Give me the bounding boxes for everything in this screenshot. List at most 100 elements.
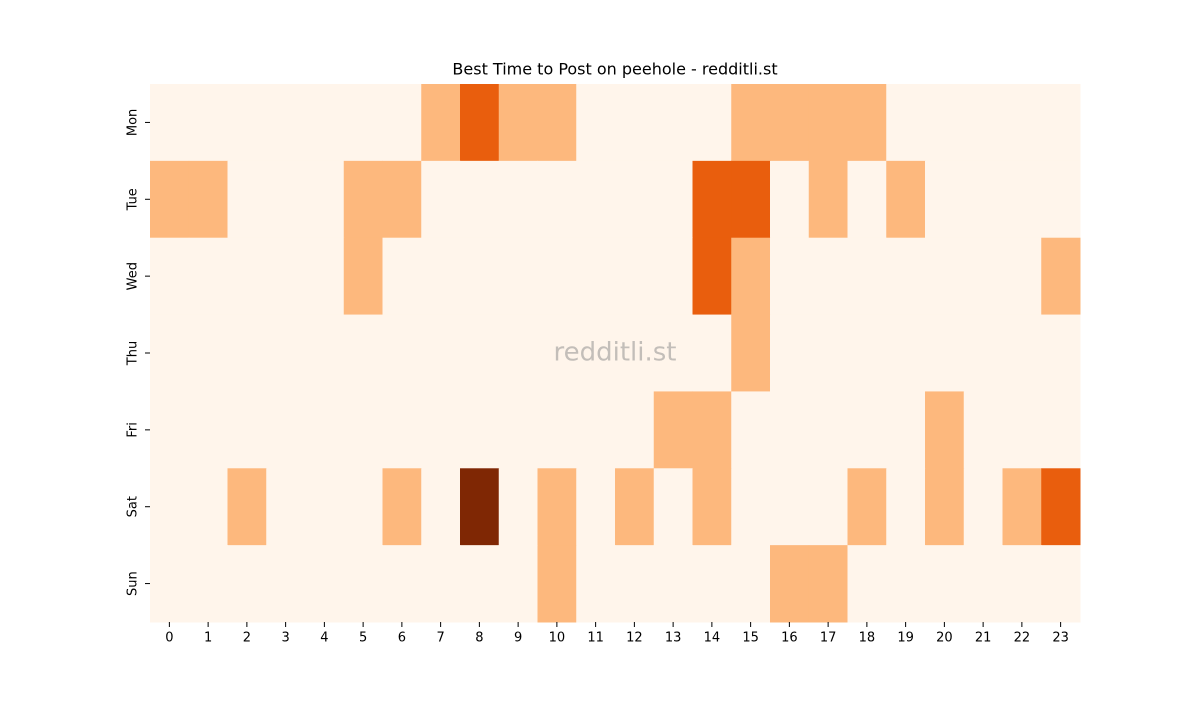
heat-cell [498,468,538,546]
heat-cell [460,314,500,392]
heat-cell [925,237,965,316]
heat-cell [1002,545,1042,623]
heat-cell [847,160,887,239]
heat-cell [227,391,267,469]
heat-cell [847,237,887,316]
heat-cell [498,545,538,623]
x-tick-label: 14 [704,631,721,646]
heat-cell [305,468,345,546]
heat-cell [886,160,926,239]
heat-cell [963,545,1003,623]
heat-cell [1002,160,1042,239]
x-tick-label: 10 [549,631,566,646]
heat-cell [421,545,461,623]
heat-cell [421,391,461,469]
heat-cell [963,391,1003,469]
heat-cell [266,468,306,546]
heat-cell [305,545,345,623]
heat-cell [305,237,345,316]
heat-cell [925,84,965,162]
heat-cell [1041,314,1081,392]
heat-cell [1041,468,1081,546]
heat-cell [498,84,538,162]
heat-cell [382,314,422,392]
heat-cell [460,160,500,239]
heat-cell [1041,160,1081,239]
heat-cell [150,391,190,469]
heat-cell [615,84,655,162]
heat-cell [925,160,965,239]
heat-cell [266,160,306,239]
heat-cell [653,237,693,316]
heat-cell [266,391,306,469]
heat-cell [615,545,655,623]
heat-cell [150,468,190,546]
x-tick-label: 1 [204,631,212,646]
heat-cell [925,391,965,469]
heat-cell [305,391,345,469]
heat-cell [305,84,345,162]
heat-cell [421,237,461,316]
heat-cell [731,545,771,623]
x-tick-label: 2 [243,631,251,646]
heat-cell [227,84,267,162]
x-tick-label: 22 [1014,631,1031,646]
heat-cell [731,468,771,546]
heat-cell [1002,237,1042,316]
heat-cell [576,237,616,316]
heat-cell [963,314,1003,392]
heat-cell [576,468,616,546]
heat-cell [615,391,655,469]
heat-cell [576,314,616,392]
heat-cell [692,160,732,239]
heat-cell [731,84,771,162]
heat-cell [305,160,345,239]
heat-cell [343,545,383,623]
heat-cell [150,314,190,392]
heat-cell [188,391,228,469]
heat-cell [227,314,267,392]
heat-cell [692,237,732,316]
x-tick-label: 13 [665,631,682,646]
heat-cell [731,160,771,239]
heat-cell [808,391,848,469]
heat-cell [498,314,538,392]
heat-cell [963,468,1003,546]
heat-cell [382,84,422,162]
heat-cell [963,237,1003,316]
heat-cell [847,545,887,623]
heat-cell [847,468,887,546]
heat-cell [925,468,965,546]
y-tick-label: Sat [126,496,141,517]
y-tick-label: Fri [126,422,141,438]
heat-cell [537,237,577,316]
heat-cell [808,314,848,392]
heat-cell [692,84,732,162]
heat-cell [731,237,771,316]
heat-cell [770,545,810,623]
heat-cell [847,391,887,469]
heat-cell [770,314,810,392]
x-tick-label: 16 [781,631,798,646]
x-tick-label: 9 [514,631,522,646]
heat-cell [653,545,693,623]
y-tick-label: Sun [126,571,141,596]
heat-cell [692,314,732,392]
heat-cell [266,84,306,162]
heat-cell [305,314,345,392]
heat-cell [576,391,616,469]
heat-cell [460,391,500,469]
x-tick-label: 19 [897,631,914,646]
heat-cell [537,545,577,623]
heat-cell [770,391,810,469]
heat-cell [537,391,577,469]
heat-cell [808,237,848,316]
heat-cell [343,160,383,239]
heat-cell [963,160,1003,239]
heat-cell [343,314,383,392]
heat-cell [576,84,616,162]
heat-cell [150,237,190,316]
heat-cell [886,314,926,392]
heat-cell [1041,237,1081,316]
